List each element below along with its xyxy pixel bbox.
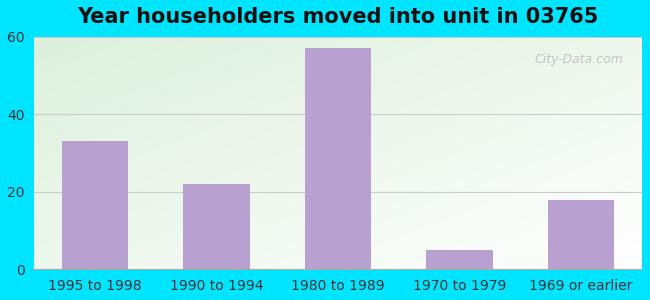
Title: Year householders moved into unit in 03765: Year householders moved into unit in 037… bbox=[77, 7, 599, 27]
Bar bbox=[62, 142, 129, 269]
Bar bbox=[305, 49, 371, 269]
Bar bbox=[183, 184, 250, 269]
Text: City-Data.com: City-Data.com bbox=[535, 53, 623, 66]
Bar bbox=[547, 200, 614, 269]
Bar bbox=[426, 250, 493, 269]
